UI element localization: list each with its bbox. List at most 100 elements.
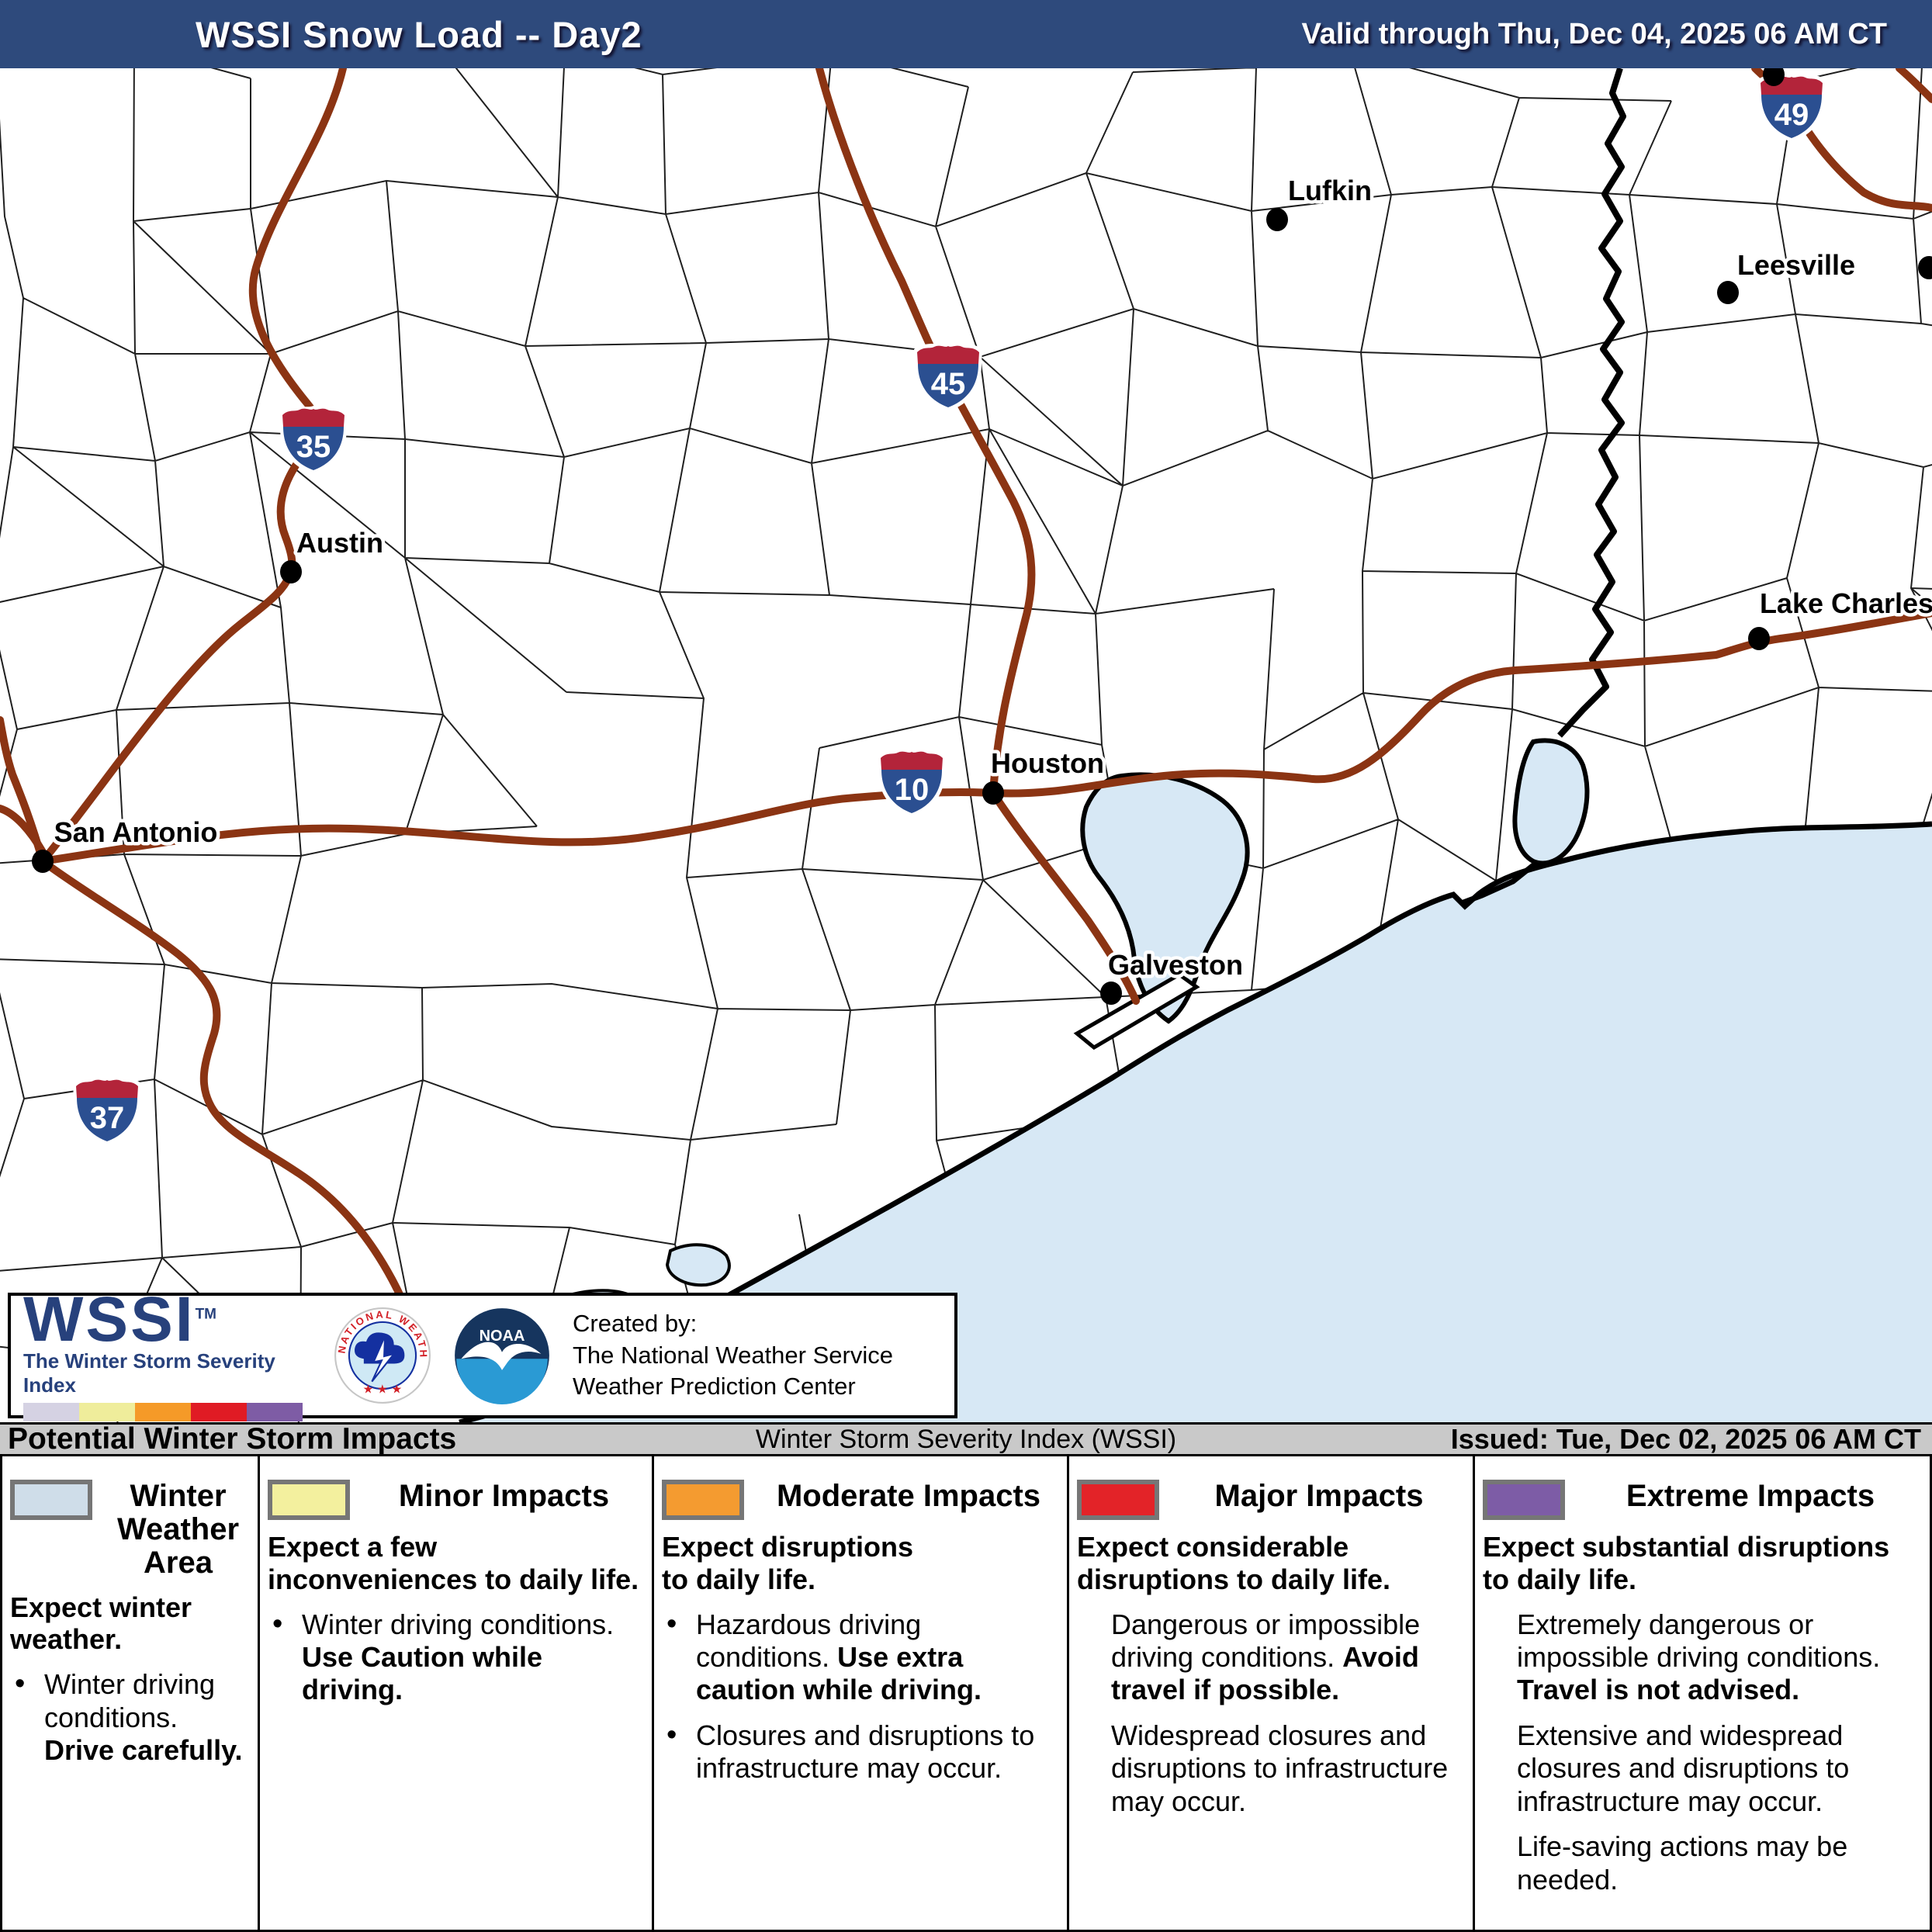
road-northeast-corner <box>1896 68 1932 103</box>
issued-timestamp: Issued: Tue, Dec 02, 2025 06 AM CT <box>1450 1423 1921 1455</box>
city-dot-icon <box>1717 281 1739 304</box>
legend-title: Extreme Impacts <box>1626 1479 1875 1513</box>
city-dot-icon <box>32 850 54 873</box>
legend-headline: Expect disruptions to daily life. <box>662 1531 914 1595</box>
svg-text:37: 37 <box>90 1101 125 1135</box>
created-by-text: Created by: The National Weather Service… <box>573 1308 893 1404</box>
winter-weather-swatch <box>10 1480 92 1520</box>
city-label: San Antonio <box>54 816 218 848</box>
wssi-index-label: Winter Storm Severity Index (WSSI) <box>755 1425 1177 1454</box>
city-label: Galveston <box>1108 949 1243 981</box>
legend-item: Extremely dangerous or impossible drivin… <box>1517 1608 1881 1706</box>
city-label: Austin <box>296 527 383 559</box>
legend-item: Dangerous or impossible driving conditio… <box>1111 1608 1421 1706</box>
legend-column-major: Major Impacts Expect considerable disrup… <box>1069 1456 1475 1930</box>
wssi-wordmark: WSSITM <box>23 1283 217 1355</box>
wssi-tagline: The Winter Storm Severity Index <box>23 1349 275 1397</box>
gulf-water <box>459 824 1932 1422</box>
interstate-roads <box>0 68 1932 1331</box>
legend-item: Life-saving actions may be needed. <box>1517 1830 1848 1896</box>
legend-items: • Winter driving conditions. Drive carefu… <box>10 1667 251 1767</box>
city-dot-icon <box>280 560 302 583</box>
bullet-icon: • <box>272 1607 283 1640</box>
city-label: Lufkin <box>1288 175 1372 206</box>
legend-headline: Expect considerable disruptions to daily… <box>1077 1531 1391 1595</box>
legend-header: Major Impacts <box>1077 1478 1466 1520</box>
coastal-inlet <box>665 1243 731 1287</box>
colorbar-segment <box>135 1403 191 1422</box>
interstate-shield-icon: 45 <box>914 343 982 411</box>
legend-header: Winter Weather Area <box>10 1478 251 1581</box>
svg-text:35: 35 <box>296 430 331 464</box>
credit-box: WSSITM The Winter Storm Severity Index N… <box>8 1287 957 1422</box>
svg-text:49: 49 <box>1774 98 1809 132</box>
galveston-bay <box>1080 772 1250 1024</box>
wssi-logo: WSSITM The Winter Storm Severity Index <box>23 1283 312 1422</box>
legend-items: Dangerous or impossible driving conditio… <box>1077 1608 1466 1819</box>
svg-text:NOAA: NOAA <box>480 1328 525 1345</box>
legend-item: Extensive and widespread closures and di… <box>1517 1719 1850 1817</box>
interstate-shield-icon: 35 <box>279 406 348 474</box>
sabine-pass-river <box>1462 860 1539 905</box>
impacts-title: Potential Winter Storm Impacts <box>8 1422 457 1456</box>
legend-items: • Hazardous driving conditions. Use extra… <box>662 1608 1061 1785</box>
state-border-river <box>1557 68 1626 738</box>
weather-map: 35 45 10 37 49 Austin San Antonio Houston Galves… <box>0 68 1932 1422</box>
legend-item: • Winter driving conditions. Use Caution … <box>272 1607 615 1706</box>
city-marker: Galveston <box>1100 946 1247 1005</box>
bullet-icon: • <box>667 1718 677 1751</box>
road-i35 <box>39 68 347 865</box>
city-and-shield-overlay: 35 45 10 37 49 Austin San Antonio Houston Galves… <box>32 68 1932 1145</box>
impacts-legend: Winter Weather Area Expect winter weathe… <box>0 1456 1932 1932</box>
colorbar-segment <box>191 1403 247 1422</box>
nws-logo-icon: NATIONAL WEATHER SERVICE ★ ★ ★ <box>334 1307 431 1404</box>
city-marker: San Antonio <box>32 813 221 873</box>
road-i45-south <box>989 789 1140 1005</box>
svg-text:10: 10 <box>895 773 930 807</box>
city-marker: Houston <box>982 744 1107 805</box>
road-i10 <box>39 609 1932 865</box>
header-bar: WSSI Snow Load -- Day2 Valid through Thu… <box>0 0 1932 68</box>
legend-title: Major Impacts <box>1214 1479 1424 1513</box>
created-by-line: Created by: <box>573 1309 698 1337</box>
legend-column-moderate: Moderate Impacts Expect disruptions to d… <box>654 1456 1069 1930</box>
svg-text:★ ★ ★: ★ ★ ★ <box>362 1383 402 1396</box>
city-dot-icon <box>982 781 1004 805</box>
sabine-lake <box>1512 738 1590 866</box>
legend-item: Widespread closures and disruptions to i… <box>1111 1719 1449 1817</box>
city-marker <box>1918 256 1932 279</box>
city-dot-icon <box>1100 982 1122 1005</box>
city-marker <box>1763 68 1785 86</box>
interstate-shield-icon: 37 <box>73 1077 141 1145</box>
legend-title: Minor Impacts <box>398 1479 610 1513</box>
city-marker: Austin <box>280 524 387 583</box>
legend-headline: Expect a few inconveniences to daily lif… <box>268 1531 639 1595</box>
legend-item: • Closures and disruptions to infrastruct… <box>667 1718 1035 1785</box>
legend-column-minor: Minor Impacts Expect a few inconvenience… <box>260 1456 654 1930</box>
city-dot-icon <box>1266 208 1288 231</box>
legend-headline: Expect winter weather. <box>10 1591 192 1656</box>
created-by-line: Weather Prediction Center <box>573 1373 856 1401</box>
city-label: Leesville <box>1737 249 1855 281</box>
city-dot-icon <box>1918 256 1932 279</box>
city-dot-icon <box>1748 627 1770 650</box>
extreme-impacts-swatch <box>1483 1480 1565 1520</box>
valid-through-timestamp: Valid through Thu, Dec 04, 2025 06 AM CT <box>1301 17 1887 50</box>
impacts-title-bar: Potential Winter Storm Impacts Winter St… <box>0 1422 1932 1456</box>
legend-header: Minor Impacts <box>268 1478 646 1520</box>
legend-items: • Winter driving conditions. Use Caution … <box>268 1608 646 1707</box>
svg-text:45: 45 <box>931 367 966 401</box>
wssi-severity-colorbar <box>23 1403 303 1422</box>
road-nw-of-san-antonio <box>0 716 47 865</box>
colorbar-segment <box>247 1403 303 1422</box>
galveston-island <box>1073 972 1200 1051</box>
road-i37 <box>39 857 419 1331</box>
trademark-symbol: TM <box>195 1306 217 1323</box>
legend-title: Winter Weather Area <box>116 1479 240 1581</box>
interstate-shield-icon: 49 <box>1757 74 1826 142</box>
legend-items: Extremely dangerous or impossible drivin… <box>1483 1608 1923 1897</box>
bullet-icon: • <box>15 1667 26 1701</box>
legend-header: Moderate Impacts <box>662 1478 1061 1520</box>
city-label: Houston <box>991 747 1104 779</box>
legend-item: • Hazardous driving conditions. Use extra… <box>667 1607 982 1706</box>
